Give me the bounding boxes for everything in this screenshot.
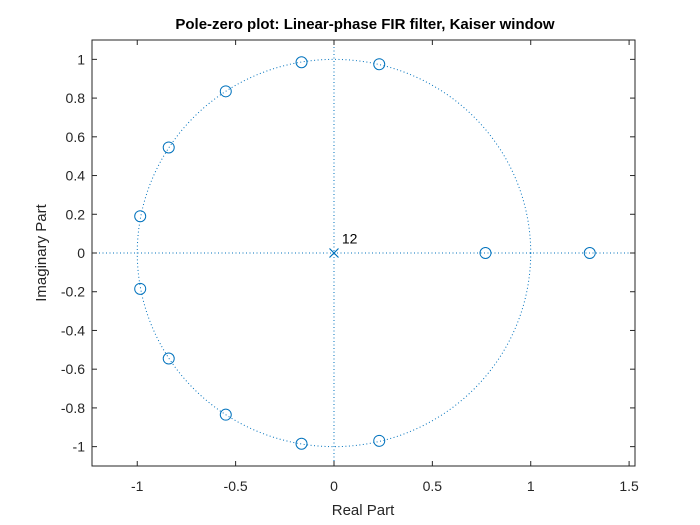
y-tick-label: -0.8: [61, 400, 85, 416]
zero-marker: [295, 437, 308, 450]
y-tick-label: -0.4: [61, 322, 85, 338]
zero-marker: [295, 56, 308, 69]
y-tick-label: -0.2: [61, 284, 85, 300]
x-tick-label: 0: [330, 478, 338, 494]
chart-title: Pole-zero plot: Linear-phase FIR filter,…: [175, 16, 555, 33]
zero-marker: [373, 58, 386, 71]
y-tick-label: -1: [73, 439, 86, 455]
x-tick-label: -0.5: [224, 478, 248, 494]
zero-marker: [162, 352, 175, 365]
zero-marker: [134, 210, 147, 223]
y-tick-label: 0: [77, 245, 85, 261]
pole-marker: [329, 248, 339, 258]
zero-marker: [162, 141, 175, 154]
zero-marker: [134, 282, 147, 295]
x-tick-label: 1: [527, 478, 535, 494]
x-tick-label: 1.5: [619, 478, 639, 494]
x-axis-label: Real Part: [332, 502, 395, 519]
pole-multiplicity-label: 12: [342, 230, 358, 246]
y-tick-label: -0.6: [61, 361, 85, 377]
zero-marker: [583, 247, 596, 259]
x-tick-label: 0.5: [423, 478, 443, 494]
y-tick-label: 0.2: [66, 206, 86, 222]
x-tick-label: -1: [131, 478, 144, 494]
zero-marker: [219, 408, 232, 421]
y-axis-label: Imaginary Part: [33, 203, 50, 301]
unit-circle: [136, 58, 532, 448]
y-tick-label: 0.6: [66, 129, 86, 145]
plot-area: -1 -0.5 0 0.5 1 1.5 -1 -0.8 -0.6 -0.4 -0.2 0 0.2 0.4 0…: [61, 39, 639, 494]
y-tick-label: 0.8: [66, 90, 86, 106]
y-tick-label: 1: [77, 51, 85, 67]
y-tick-label: 0.4: [66, 168, 86, 184]
zero-marker: [219, 85, 232, 98]
zero-marker: [479, 247, 492, 259]
zero-marker: [373, 434, 386, 447]
